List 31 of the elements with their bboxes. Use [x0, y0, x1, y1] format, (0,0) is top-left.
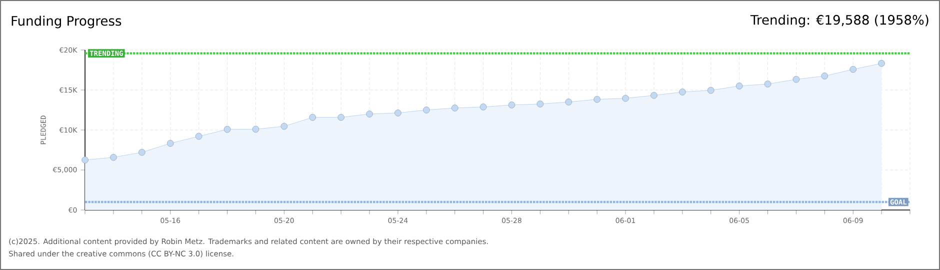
point: [224, 126, 231, 133]
point: [850, 66, 856, 73]
point: [536, 100, 544, 108]
point: [565, 98, 572, 106]
point: [622, 94, 629, 102]
point: [650, 92, 658, 99]
point: [110, 154, 117, 161]
point: [338, 114, 344, 121]
point: [195, 132, 202, 140]
point: [792, 76, 800, 83]
point: [878, 60, 885, 67]
point: [166, 140, 174, 147]
point: [707, 86, 714, 94]
point: [594, 96, 600, 103]
point: [451, 104, 458, 112]
point: [280, 122, 288, 130]
point: [138, 148, 146, 156]
point: [422, 106, 430, 114]
point: [679, 88, 686, 96]
point: [366, 110, 373, 118]
chart-subtitle: Trending: €19,588 (1958%): [750, 14, 928, 28]
point: [82, 156, 88, 164]
point: [508, 102, 516, 108]
point: [394, 110, 402, 116]
point: [821, 72, 828, 80]
chart-title: Funding Progress: [12, 16, 122, 28]
point: [764, 80, 772, 88]
point: [736, 82, 743, 90]
point: [480, 104, 487, 110]
point: [252, 126, 260, 133]
point: [309, 114, 316, 121]
